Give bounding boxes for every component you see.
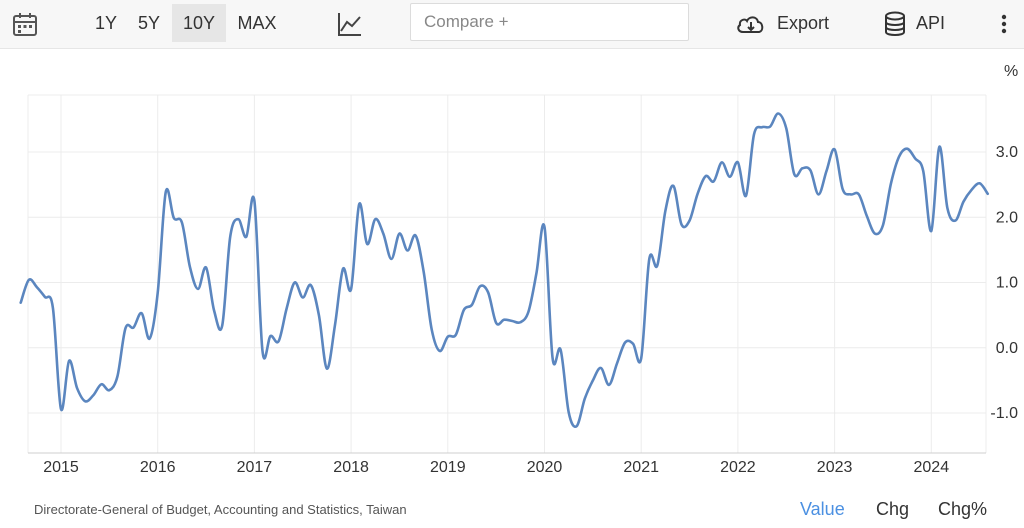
x-tick-label: 2021 — [623, 459, 659, 476]
tab-chg-percent[interactable]: Chg% — [938, 499, 988, 519]
data-source-label: Directorate-General of Budget, Accountin… — [34, 502, 407, 517]
y-tick-label: -1.0 — [990, 405, 1018, 422]
database-icon[interactable] — [881, 10, 909, 38]
x-tick-label: 2015 — [43, 459, 79, 476]
x-tick-label: 2024 — [914, 459, 950, 476]
x-tick-label: 2018 — [333, 459, 369, 476]
range-button-10y[interactable]: 10Y — [172, 4, 226, 42]
line-chart-icon[interactable] — [336, 10, 364, 38]
chart-toolbar: 1Y 5Y 10Y MAX Compare + Export API — [0, 0, 1024, 49]
y-axis-unit-label: % — [1004, 63, 1018, 80]
x-tick-label: 2020 — [527, 459, 563, 476]
y-tick-label: 1.0 — [996, 275, 1018, 292]
x-tick-label: 2016 — [140, 459, 176, 476]
y-tick-label: 2.0 — [996, 209, 1018, 226]
y-tick-label: 0.0 — [996, 340, 1018, 357]
compare-input[interactable]: Compare + — [410, 3, 689, 41]
range-button-max[interactable]: MAX — [237, 13, 277, 33]
line-chart: 2015 2016 2017 2018 2019 2020 2021 2022 2023 2024… — [19, 63, 1018, 476]
range-button-1y[interactable]: 1Y — [94, 13, 118, 33]
y-tick-label: 3.0 — [996, 144, 1018, 161]
tab-value[interactable]: Value — [800, 499, 845, 519]
series-line — [19, 112, 989, 428]
x-tick-label: 2023 — [817, 459, 853, 476]
x-tick-label: 2022 — [720, 459, 756, 476]
tab-chg[interactable]: Chg — [876, 499, 910, 519]
api-button[interactable]: API — [916, 13, 946, 33]
range-button-5y[interactable]: 5Y — [137, 13, 161, 33]
calendar-icon[interactable] — [11, 10, 39, 38]
more-vertical-icon[interactable] — [996, 10, 1012, 38]
cloud-download-icon[interactable] — [735, 10, 767, 38]
export-button[interactable]: Export — [777, 13, 830, 33]
x-tick-label: 2019 — [430, 459, 466, 476]
x-tick-label: 2017 — [237, 459, 273, 476]
